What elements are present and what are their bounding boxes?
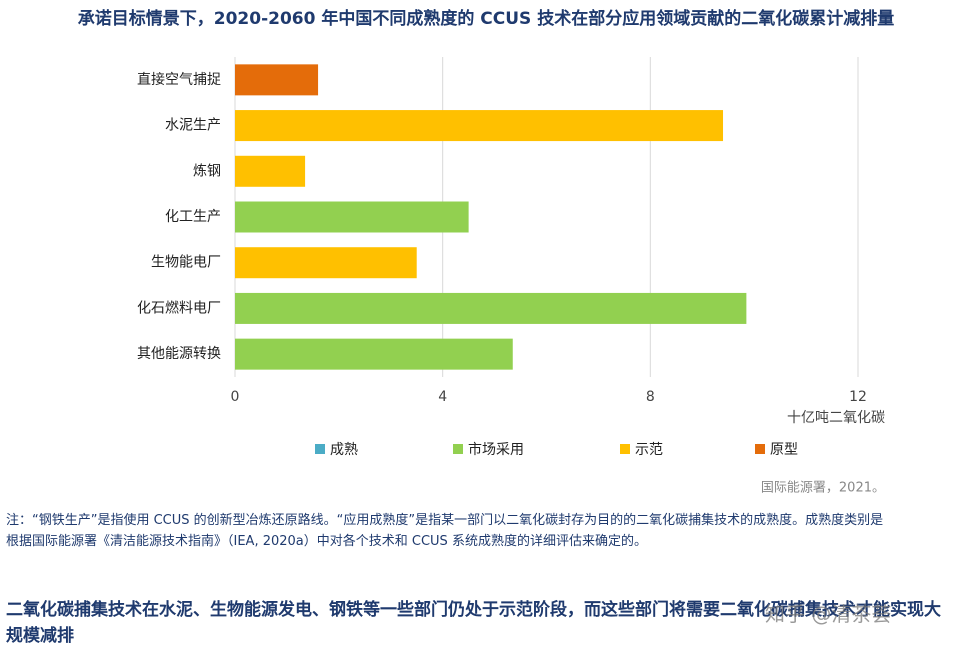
x-tick-label: 0 (231, 389, 240, 405)
bar (235, 292, 747, 324)
x-tick-label: 4 (438, 389, 447, 405)
x-tick-label: 12 (849, 389, 867, 405)
heading: 二氧化碳捕集技术在水泥、生物能源发电、钢铁等一些部门仍处于示范阶段，而这些部门将… (6, 600, 941, 646)
y-tick-label: 生物能电厂 (151, 255, 221, 271)
watermark: 知乎 @清茶荟 (765, 602, 892, 626)
y-tick-label: 水泥生产 (165, 118, 221, 134)
legend-label: 原型 (770, 442, 798, 458)
legend-marker (755, 444, 765, 454)
legend-label: 示范 (635, 441, 663, 458)
bar (235, 64, 319, 96)
y-tick-label: 化石燃料电厂 (137, 299, 221, 316)
x-axis-label: 十亿吨二氧化碳 (787, 410, 885, 426)
y-tick-label: 化工生产 (165, 209, 221, 225)
chart: 承诺目标情景下，2020-2060 年中国不同成熟度的 CCUS 技术在部分应用… (78, 8, 894, 496)
note: 注：“钢铁生产”是指使用 CCUS 的创新型冶炼还原路线。“应用成熟度”是指某一… (6, 513, 884, 549)
x-tick-label: 8 (646, 389, 655, 405)
legend-label: 市场采用 (468, 441, 524, 458)
legend-marker (453, 444, 463, 454)
chart-title: 承诺目标情景下，2020-2060 年中国不同成熟度的 CCUS 技术在部分应用… (78, 8, 894, 29)
source: 国际能源署，2021。 (761, 481, 885, 496)
bar (235, 338, 513, 370)
legend-label: 成熟 (330, 442, 358, 458)
bar (235, 155, 306, 187)
y-tick-label: 其他能源转换 (137, 345, 221, 362)
legend-marker (315, 444, 325, 454)
y-tick-label: 直接空气捕捉 (137, 71, 221, 88)
legend-marker (620, 444, 630, 454)
y-tick-label: 炼钢 (193, 163, 221, 179)
bar (235, 247, 417, 279)
bar (235, 110, 724, 142)
bar (235, 201, 469, 233)
